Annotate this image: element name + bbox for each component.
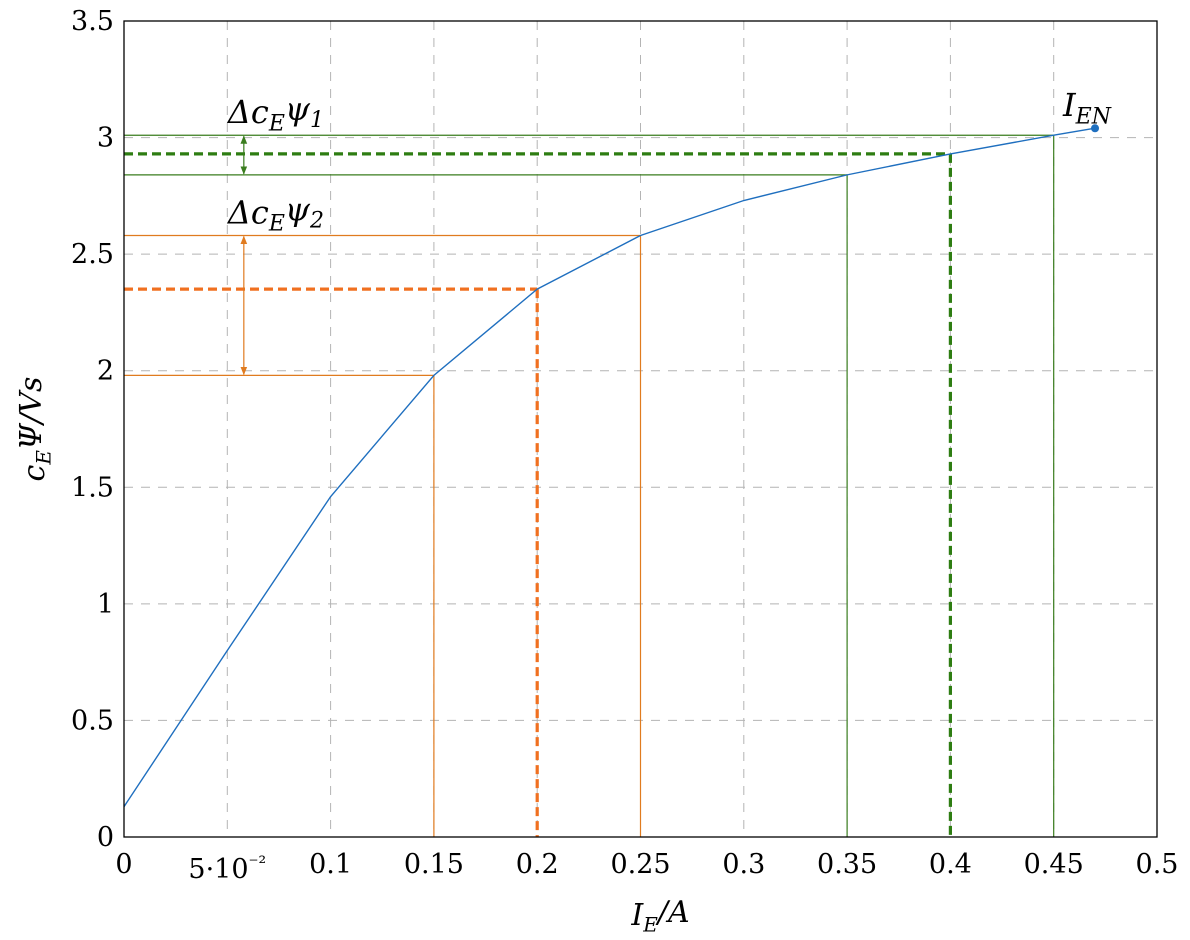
x-tick-label: 0.3 <box>722 849 765 880</box>
x-tick-label: 0.5 <box>1136 849 1179 880</box>
y-tick-label: 0.5 <box>71 705 114 736</box>
x-tick-label: 0.2 <box>516 849 559 880</box>
y-tick-label: 2 <box>97 356 114 387</box>
x-tick-label: 0.35 <box>817 849 877 880</box>
y-tick-label: 2.5 <box>71 239 114 270</box>
series-line <box>123 127 1096 808</box>
x-tick-label: 0.15 <box>404 849 464 880</box>
annotations: ΔcEψ1 ΔcEψ2 <box>124 90 1055 837</box>
y-tick-label: 3 <box>97 123 114 154</box>
annotation-label: ΔcEψ1 <box>226 90 324 136</box>
plot-frame <box>123 20 1158 838</box>
x-tick-label: 0.4 <box>929 849 972 880</box>
y-axis-label: cEΨ/Vs <box>14 377 56 482</box>
endpoint-label: IEN <box>1062 86 1112 129</box>
axis-labels: IE/A cEΨ/Vs <box>14 377 690 937</box>
y-tick-label: 1 <box>97 589 114 620</box>
x-tick-label: 5·10⁻² <box>188 852 266 885</box>
tick-labels: 0 5·10⁻² 0.1 0.15 0.2 0.25 0.3 0.35 0.4 0.45 0.5 0 0… <box>71 6 1178 885</box>
series-layer: IEN <box>123 86 1112 808</box>
endpoint-marker <box>1091 124 1100 133</box>
y-tick-label: 3.5 <box>71 6 114 37</box>
x-tick-label: 0.45 <box>1024 849 1084 880</box>
y-tick-label: 1.5 <box>71 472 114 503</box>
x-tick-label: 0.25 <box>610 849 670 880</box>
x-axis-label: IE/A <box>630 895 689 937</box>
x-tick-label: 0.1 <box>309 849 352 880</box>
x-tick-label: 0 <box>115 849 132 880</box>
annotation-label: ΔcEψ2 <box>226 190 324 236</box>
y-tick-label: 0 <box>97 822 114 853</box>
